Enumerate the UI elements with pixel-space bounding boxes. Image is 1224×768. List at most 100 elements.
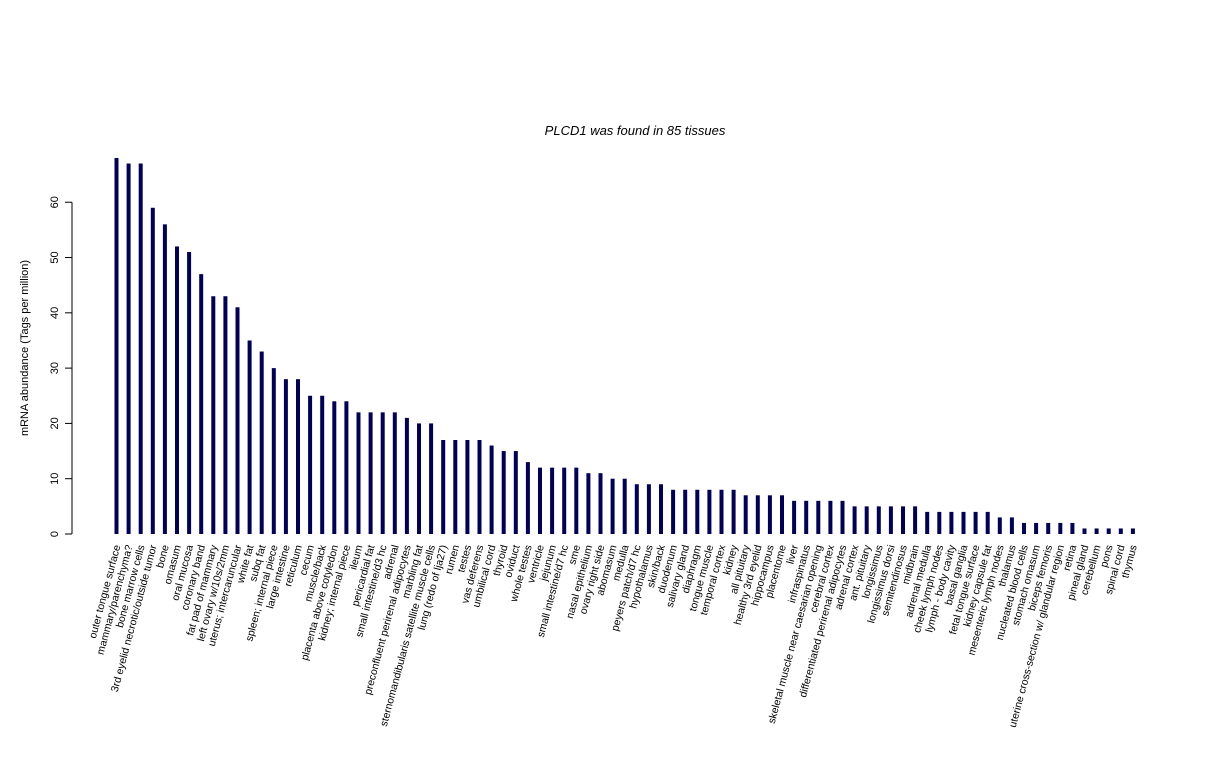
bar <box>985 511 990 534</box>
bar <box>404 417 409 534</box>
bar <box>1082 528 1087 534</box>
category-label: liver <box>784 543 801 565</box>
bar <box>925 511 930 534</box>
bar <box>211 296 216 534</box>
bar <box>1034 522 1039 534</box>
bar <box>973 511 978 534</box>
bar <box>1046 522 1051 534</box>
bar <box>1130 528 1135 534</box>
bar <box>683 489 688 534</box>
category-labels: outer tongue surfacemammary/parenchyma?b… <box>87 543 1140 729</box>
bar <box>937 511 942 534</box>
bar <box>513 451 518 534</box>
bar <box>356 412 361 534</box>
bar <box>489 445 494 534</box>
bar <box>731 489 736 534</box>
y-tick-label: 30 <box>49 362 61 374</box>
bar <box>380 412 385 534</box>
y-tick-label: 20 <box>49 417 61 429</box>
y-tick-label: 60 <box>49 196 61 208</box>
bar <box>223 296 228 534</box>
bar <box>816 500 821 534</box>
bar <box>283 379 288 534</box>
bar <box>574 467 579 534</box>
bar <box>901 506 905 534</box>
bar <box>247 340 252 534</box>
bar <box>465 440 470 534</box>
bar <box>525 462 530 534</box>
bar <box>162 224 167 534</box>
bar <box>695 489 700 534</box>
bar <box>804 500 809 534</box>
bar <box>1022 522 1026 534</box>
y-axis: 0 10 20 30 40 50 60 <box>49 196 73 537</box>
bar <box>344 401 349 534</box>
chart-title: PLCD1 was found in 85 tissues <box>545 123 726 138</box>
bar <box>501 451 506 534</box>
bar <box>961 511 966 534</box>
bar <box>1094 528 1099 534</box>
y-tick-label: 50 <box>49 251 61 263</box>
bar <box>271 368 276 534</box>
bar <box>150 207 155 534</box>
bar <box>320 395 325 534</box>
bar <box>417 423 421 534</box>
category-label: pons <box>1098 544 1115 569</box>
bar <box>755 495 760 534</box>
bar <box>864 506 869 534</box>
category-label: sme <box>566 544 583 566</box>
bar <box>368 412 373 534</box>
bar <box>114 158 119 534</box>
y-axis-label: mRNA abundance (Tags per million) <box>19 260 31 436</box>
bars <box>114 158 1135 534</box>
bar <box>199 274 204 534</box>
bar <box>852 506 857 534</box>
bar <box>634 484 639 534</box>
bar <box>441 440 446 534</box>
bar <box>840 500 845 534</box>
bar <box>949 511 954 534</box>
bar <box>828 500 833 534</box>
bar <box>259 351 264 534</box>
bar <box>598 473 603 534</box>
bar <box>997 517 1002 534</box>
bar <box>175 246 179 534</box>
bar <box>296 379 300 534</box>
category-label: bone <box>154 544 172 570</box>
bar <box>622 478 627 534</box>
bar <box>453 440 458 534</box>
bar <box>308 395 313 534</box>
bar <box>876 506 881 534</box>
bar <box>671 489 676 534</box>
bar <box>1009 517 1014 534</box>
bar <box>562 467 567 534</box>
bar <box>888 506 893 534</box>
bar <box>780 495 784 534</box>
bar <box>392 412 397 534</box>
bar <box>538 467 542 534</box>
bar <box>477 440 482 534</box>
bar <box>138 163 143 534</box>
bar <box>659 484 663 534</box>
y-tick-label: 0 <box>49 531 61 537</box>
y-tick-label: 10 <box>49 473 61 485</box>
bar <box>235 307 240 534</box>
bar <box>913 506 918 534</box>
bar <box>719 489 724 534</box>
bar <box>550 467 555 534</box>
bar <box>646 484 651 534</box>
bar <box>429 423 434 534</box>
bar <box>792 500 797 534</box>
bar <box>743 495 748 534</box>
bar <box>707 489 712 534</box>
bar <box>1070 522 1075 534</box>
bar <box>1106 528 1111 534</box>
bar <box>610 478 615 534</box>
bar <box>332 401 337 534</box>
bar <box>1118 528 1123 534</box>
bar <box>126 163 131 534</box>
bar <box>767 495 772 534</box>
bar <box>586 473 591 534</box>
bar <box>1058 522 1063 534</box>
